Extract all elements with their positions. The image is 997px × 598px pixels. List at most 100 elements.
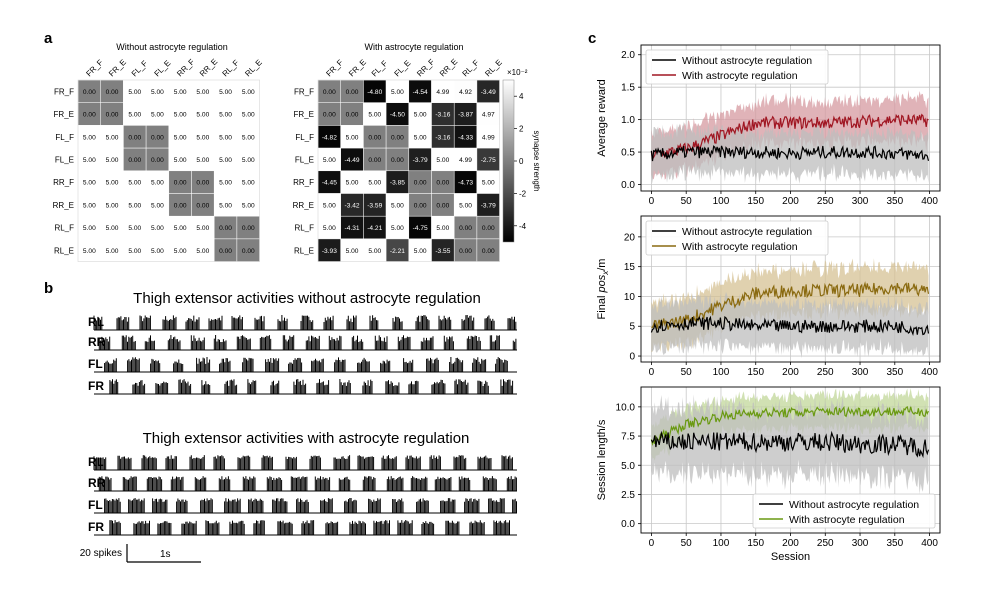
heatmap-cell-label: 5.00	[128, 248, 141, 255]
raster-row-label: FR	[88, 379, 104, 393]
heatmap-cell-label: 0.00	[174, 202, 187, 209]
legend-entry: Without astrocyte regulation	[682, 226, 812, 238]
heatmap-cell-label: 0.00	[368, 157, 381, 164]
y-tick-label: 15	[624, 262, 636, 273]
x-tick-label: 400	[921, 538, 938, 549]
y-tick-label: 1.0	[621, 115, 635, 126]
heatmap-cell-label: 5.00	[391, 89, 404, 96]
heatmap-cell-label: 0.00	[106, 112, 119, 119]
heatmap-cell-label: 5.00	[196, 225, 209, 232]
heatmap-cell-label: 0.00	[414, 180, 427, 187]
x-tick-label: 0	[649, 367, 655, 378]
heatmap-cell-label: 0.00	[196, 180, 209, 187]
colorbar-gradient	[502, 79, 515, 243]
heatmap-col-label: FL_E	[393, 59, 413, 79]
heatmap-cell-label: -3.79	[481, 202, 496, 209]
x-tick-label: 50	[681, 538, 693, 549]
series-line	[650, 405, 930, 446]
heatmap-cell-label: -4.80	[367, 89, 382, 96]
y-tick-label: 10	[624, 292, 636, 303]
heatmap-row-label: FL_E	[295, 155, 314, 164]
x-tick-label: 400	[921, 367, 938, 378]
heatmap-cell-label: -3.16	[435, 134, 450, 141]
heatmap-cell-label: 5.00	[219, 180, 232, 187]
heatmap-cell-label: 5.00	[174, 157, 187, 164]
heatmap-cell-label: -3.87	[458, 112, 473, 119]
heatmap-cell-label: 5.00	[174, 134, 187, 141]
heatmap-cell-label: 5.00	[436, 157, 449, 164]
heatmap-cell-label: 5.00	[106, 225, 119, 232]
panel-label-c: c	[588, 30, 596, 47]
heatmap-cell-label: 5.00	[196, 89, 209, 96]
heatmap-cell-label: 0.00	[323, 89, 336, 96]
heatmap-cell-label: 5.00	[151, 248, 164, 255]
raster-spikes	[93, 315, 517, 330]
colorbar-label: synapse strength	[532, 131, 541, 192]
heatmap-cell-label: 5.00	[196, 248, 209, 255]
heatmap-cell-label: 5.00	[219, 157, 232, 164]
y-tick-label: 10.0	[616, 402, 636, 413]
heatmap-cell-label: 5.00	[106, 248, 119, 255]
heatmap-cell-label: 0.00	[459, 225, 472, 232]
y-tick-label: 2.5	[621, 490, 635, 501]
heatmap-cell-label: 5.00	[151, 112, 164, 119]
heatmap-cell-label: 0.00	[482, 225, 495, 232]
heatmap-col-label: FR_F	[324, 58, 345, 79]
heatmap-col-label: FR_E	[347, 58, 368, 79]
heatmap-cell-label: 5.00	[242, 180, 255, 187]
y-axis-label: Session length/s	[596, 419, 608, 500]
heatmap-cell-label: -3.93	[322, 248, 337, 255]
heatmap-cell-label: 0.00	[482, 248, 495, 255]
heatmap-cell-label: 5.00	[346, 180, 359, 187]
heatmap-with-title: With astrocyte regulation	[364, 42, 463, 52]
y-tick-label: 1.5	[621, 83, 635, 94]
y-tick-label: 0.5	[621, 148, 635, 159]
raster-row-label: RR	[88, 335, 106, 349]
heatmap-cell-label: 5.00	[414, 112, 427, 119]
x-tick-label: 250	[817, 367, 834, 378]
heatmap-cell-label: 5.00	[368, 112, 381, 119]
x-tick-label: 300	[852, 196, 869, 207]
heatmap-cell-label: 5.00	[83, 248, 96, 255]
heatmap-cell-label: 5.00	[242, 157, 255, 164]
heatmap-cell-label: 0.00	[128, 134, 141, 141]
y-tick-label: 0.0	[621, 180, 635, 191]
heatmap-row-label: RR_E	[293, 201, 314, 210]
x-tick-label: 150	[747, 538, 764, 549]
heatmap-col-label: RR_E	[438, 57, 459, 78]
heatmap-cell-label: 0.00	[83, 112, 96, 119]
heatmap-cell-label: 0.00	[106, 89, 119, 96]
heatmap-row-label: FR_F	[294, 87, 314, 96]
heatmap-cell-label: 5.00	[151, 202, 164, 209]
heatmap-without-title: Without astrocyte regulation	[116, 42, 228, 52]
raster-spikes	[104, 357, 508, 372]
heatmap-cell-label: -4.49	[345, 157, 360, 164]
heatmap-row-label: FR_F	[54, 87, 74, 96]
heatmap-col-label: FL_E	[153, 59, 173, 79]
scalebar: 20 spikes 1s	[80, 544, 201, 563]
heatmap-cell-label: 5.00	[414, 248, 427, 255]
heatmap-cell-label: 5.00	[106, 157, 119, 164]
heatmap-cell-label: 5.00	[346, 248, 359, 255]
x-tick-label: 200	[782, 538, 799, 549]
plot-frame	[640, 386, 941, 534]
heatmap-col-label: RL_E	[483, 58, 504, 79]
y-tick-label: 20	[624, 232, 636, 243]
heatmap-cell-label: 5.00	[196, 134, 209, 141]
heatmap-col-label: FL_F	[130, 59, 150, 79]
heatmap-cell-label: -3.42	[345, 202, 360, 209]
heatmap-col-label: FR_F	[84, 58, 105, 79]
x-tick-label: 200	[782, 367, 799, 378]
heatmap-row-label: RR_E	[53, 201, 74, 210]
heatmap-cell-label: -4.21	[367, 225, 382, 232]
heatmap-col-label: FL_F	[370, 59, 390, 79]
heatmap-cell-label: 0.00	[219, 225, 232, 232]
heatmap-cell-label: 5.00	[482, 180, 495, 187]
x-tick-label: 0	[649, 196, 655, 207]
heatmap-cell-label: 0.00	[242, 225, 255, 232]
heatmap-cell-label: -3.16	[435, 112, 450, 119]
heatmap-cell-label: 5.00	[196, 112, 209, 119]
y-axis-label: Final posx/m	[596, 259, 610, 320]
heatmap-cell-label: -4.73	[458, 180, 473, 187]
